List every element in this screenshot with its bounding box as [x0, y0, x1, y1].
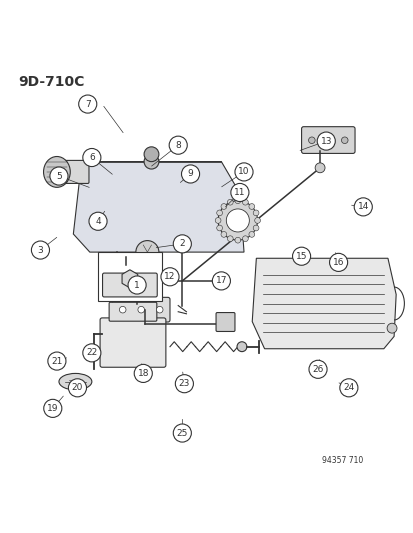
Circle shape [31, 241, 50, 259]
Circle shape [227, 236, 233, 241]
Circle shape [144, 154, 159, 169]
Text: 21: 21 [51, 357, 62, 366]
Circle shape [324, 137, 331, 143]
Text: 4: 4 [95, 217, 101, 226]
Circle shape [308, 360, 326, 378]
Text: 24: 24 [342, 383, 354, 392]
Ellipse shape [43, 157, 70, 187]
Circle shape [48, 352, 66, 370]
FancyBboxPatch shape [301, 127, 354, 154]
Circle shape [248, 204, 254, 209]
Text: 14: 14 [357, 203, 368, 212]
Circle shape [169, 136, 187, 154]
Text: 12: 12 [164, 272, 175, 281]
Circle shape [212, 272, 230, 290]
Circle shape [144, 147, 159, 161]
Circle shape [339, 379, 357, 397]
Text: 94357 710: 94357 710 [321, 456, 362, 465]
Text: 25: 25 [176, 429, 188, 438]
Circle shape [89, 212, 107, 230]
FancyBboxPatch shape [102, 273, 157, 297]
Text: 23: 23 [178, 379, 190, 388]
Text: 15: 15 [295, 252, 306, 261]
Circle shape [341, 137, 347, 143]
Text: 13: 13 [320, 136, 331, 146]
Circle shape [156, 306, 163, 313]
Circle shape [237, 342, 246, 352]
Text: 6: 6 [89, 153, 95, 162]
Text: 22: 22 [86, 349, 97, 357]
Circle shape [329, 253, 347, 271]
Circle shape [83, 149, 101, 167]
Circle shape [221, 231, 226, 237]
Circle shape [175, 375, 193, 393]
Text: 18: 18 [137, 369, 149, 378]
Circle shape [128, 276, 146, 294]
Circle shape [119, 306, 126, 313]
Circle shape [216, 225, 222, 231]
Circle shape [235, 163, 252, 181]
Text: 1: 1 [134, 280, 140, 289]
Circle shape [354, 198, 371, 216]
Polygon shape [252, 259, 395, 349]
Circle shape [235, 198, 240, 204]
FancyBboxPatch shape [64, 160, 89, 183]
Ellipse shape [59, 374, 92, 390]
Circle shape [44, 399, 62, 417]
Text: 20: 20 [71, 383, 83, 392]
FancyBboxPatch shape [109, 302, 157, 321]
Bar [98, 252, 161, 302]
Circle shape [248, 231, 254, 237]
Text: 9D-710C: 9D-710C [18, 75, 84, 90]
Text: 3: 3 [38, 246, 43, 255]
Circle shape [221, 204, 226, 209]
Polygon shape [73, 161, 243, 252]
Circle shape [173, 235, 191, 253]
Circle shape [292, 247, 310, 265]
Text: 17: 17 [215, 277, 227, 285]
Circle shape [226, 209, 249, 232]
Text: 8: 8 [175, 141, 180, 150]
Circle shape [242, 236, 248, 241]
Circle shape [160, 271, 167, 278]
Circle shape [215, 217, 221, 223]
Circle shape [230, 183, 248, 201]
Circle shape [254, 217, 260, 223]
Circle shape [314, 163, 324, 173]
FancyBboxPatch shape [100, 318, 166, 367]
Circle shape [78, 95, 97, 113]
Circle shape [253, 210, 258, 216]
FancyBboxPatch shape [216, 312, 235, 332]
Circle shape [308, 137, 314, 143]
Circle shape [83, 344, 101, 362]
Circle shape [235, 237, 240, 243]
Circle shape [216, 210, 222, 216]
Text: 7: 7 [85, 100, 90, 109]
Text: 2: 2 [179, 239, 185, 248]
Text: 16: 16 [332, 258, 344, 267]
Circle shape [135, 240, 159, 264]
Circle shape [134, 365, 152, 383]
Text: 5: 5 [56, 172, 62, 181]
Circle shape [386, 323, 396, 333]
Circle shape [68, 379, 86, 397]
Circle shape [316, 132, 335, 150]
Circle shape [50, 167, 68, 185]
Text: 26: 26 [311, 365, 323, 374]
Circle shape [253, 225, 258, 231]
Circle shape [173, 424, 191, 442]
Text: 10: 10 [238, 167, 249, 176]
Circle shape [227, 199, 233, 205]
Circle shape [138, 306, 144, 313]
FancyBboxPatch shape [112, 297, 170, 322]
Circle shape [181, 165, 199, 183]
Circle shape [242, 199, 248, 205]
Text: 11: 11 [234, 188, 245, 197]
Text: 9: 9 [187, 169, 193, 179]
Circle shape [218, 201, 257, 240]
Text: 19: 19 [47, 404, 58, 413]
Circle shape [161, 268, 178, 286]
